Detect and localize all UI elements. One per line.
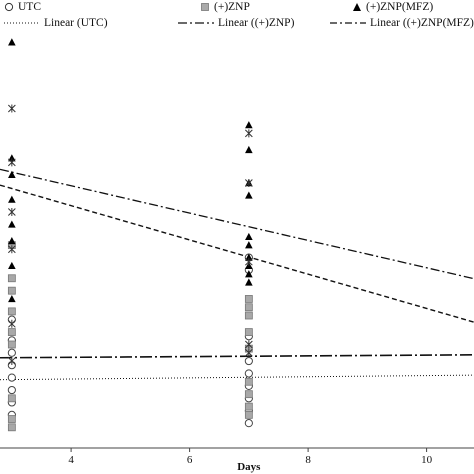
data-point-s3-10	[245, 145, 253, 154]
data-point-s4-8	[244, 179, 253, 188]
x-tick-label: 10	[421, 454, 433, 466]
legend-label-znp-mfz: (+)ZNP(MFZ)	[366, 1, 434, 13]
legend: UTC (+)ZNP (+)ZNP(MFZ) Linear (UTC) Line…	[0, 0, 474, 32]
data-point-s1-14	[244, 356, 253, 366]
data-point-s3-6	[8, 237, 16, 245]
data-point-s2-12	[244, 390, 253, 399]
legend-label-linear-znp-mfz: Linear ((+)ZNP(MFZ)	[370, 17, 474, 29]
data-point-s3-14	[245, 241, 253, 249]
open-circle-icon	[4, 2, 14, 12]
trendline-3	[0, 168, 474, 280]
legend-label-linear-utc: Linear (UTC)	[44, 17, 108, 29]
data-point-s3-15	[245, 253, 253, 261]
data-point-s4-11	[244, 348, 253, 357]
legend-item-utc: UTC	[4, 1, 41, 13]
data-point-s2-11	[244, 402, 253, 411]
data-point-s4-9	[244, 257, 253, 266]
data-point-s2-2	[7, 415, 16, 423]
legend-label-znp: (+)ZNP	[214, 1, 250, 13]
x-tick-label: 6	[187, 454, 193, 466]
legend-item-znp-mfz: (+)ZNP(MFZ)	[352, 1, 433, 13]
data-point-s3-9	[245, 121, 253, 129]
data-point-s2-7	[7, 286, 16, 295]
data-point-s2-6	[7, 307, 16, 316]
data-point-s3-3	[8, 170, 16, 178]
legend-label-utc: UTC	[18, 1, 41, 13]
data-point-s4-10	[244, 340, 253, 349]
data-point-s3-7	[8, 261, 16, 270]
dash-dot-line-icon	[178, 22, 214, 24]
data-point-s4-2	[7, 158, 16, 167]
data-point-s2-18	[244, 295, 253, 303]
data-point-s3-5	[8, 220, 16, 228]
legend-label-linear-znp: Linear ((+)ZNP)	[218, 17, 295, 29]
data-point-s2-16	[244, 311, 253, 320]
data-point-s4-6	[7, 357, 16, 366]
data-point-s3-8	[8, 294, 16, 303]
data-point-s2-1	[7, 423, 16, 432]
legend-item-linear-utc: Linear (UTC)	[4, 17, 108, 29]
data-point-s1-6	[7, 348, 16, 357]
data-point-s4-5	[7, 319, 16, 328]
data-point-s1-4	[7, 373, 16, 382]
data-point-s2-15	[244, 328, 253, 336]
data-point-s2-8	[7, 274, 16, 283]
data-point-s1-3	[7, 385, 16, 395]
trendline-4	[0, 184, 474, 323]
data-point-s3-1	[8, 38, 16, 46]
data-point-s2-4	[7, 340, 16, 349]
trendline-1	[0, 374, 474, 381]
legend-item-znp: (+)ZNP	[200, 1, 250, 13]
data-point-s4-7	[244, 129, 253, 138]
x-tick-label: 4	[68, 454, 74, 466]
legend-item-linear-znp: Linear ((+)ZNP)	[178, 17, 294, 29]
x-tick-label: 8	[305, 454, 311, 466]
data-point-s2-5	[7, 328, 16, 336]
dash-dot-line-icon	[330, 22, 366, 24]
dotted-line-icon	[4, 22, 40, 24]
data-point-s3-4	[8, 195, 16, 203]
data-point-s2-13	[244, 377, 253, 386]
data-point-s1-9	[244, 419, 253, 428]
data-point-s3-12	[245, 191, 253, 199]
data-point-s3-17	[245, 270, 253, 278]
data-point-s4-3	[7, 208, 16, 217]
x-axis-title: Days	[237, 461, 261, 473]
legend-item-linear-znp-mfz: Linear ((+)ZNP(MFZ)	[330, 17, 474, 29]
data-point-s3-18	[245, 278, 253, 286]
data-point-s3-2	[8, 154, 16, 162]
gray-square-icon	[201, 3, 209, 11]
data-point-s4-4	[7, 245, 16, 254]
data-point-s1-13	[244, 369, 253, 378]
data-point-s2-10	[244, 410, 253, 419]
filled-triangle-icon	[353, 3, 361, 11]
data-point-s2-17	[244, 303, 253, 312]
data-point-s2-3	[7, 394, 16, 403]
trendline-2	[0, 354, 474, 359]
data-point-s3-13	[245, 232, 253, 241]
data-point-s4-1	[7, 104, 16, 113]
